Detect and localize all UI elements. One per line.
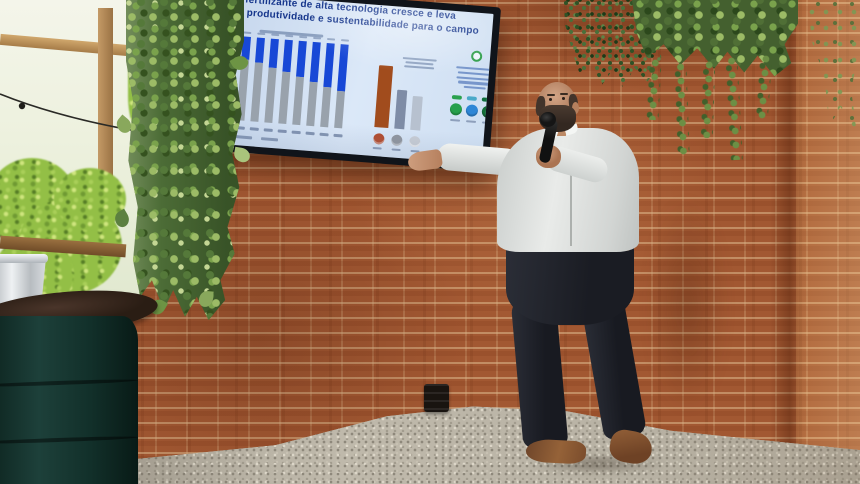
- ear: [572, 102, 579, 114]
- shirt-placket: [570, 150, 572, 246]
- eye: [562, 97, 566, 100]
- presenter-shirt-torso: [497, 128, 639, 252]
- eyebrow: [560, 93, 568, 96]
- presenter-pointing-hand: [406, 148, 444, 173]
- pothos-vine-column: [126, 0, 244, 320]
- microphone-head: [540, 112, 556, 127]
- metal-bucket-rim: [0, 254, 48, 263]
- presenter-wall-shadow: [632, 160, 742, 450]
- brown-shoe: [525, 438, 587, 465]
- wall-corner-seam: [770, 0, 806, 484]
- eye: [549, 98, 553, 101]
- eyebrow: [547, 94, 555, 97]
- power-outlet: [424, 384, 449, 412]
- presenter-trousers: [506, 240, 634, 325]
- barrel-table: [0, 316, 139, 484]
